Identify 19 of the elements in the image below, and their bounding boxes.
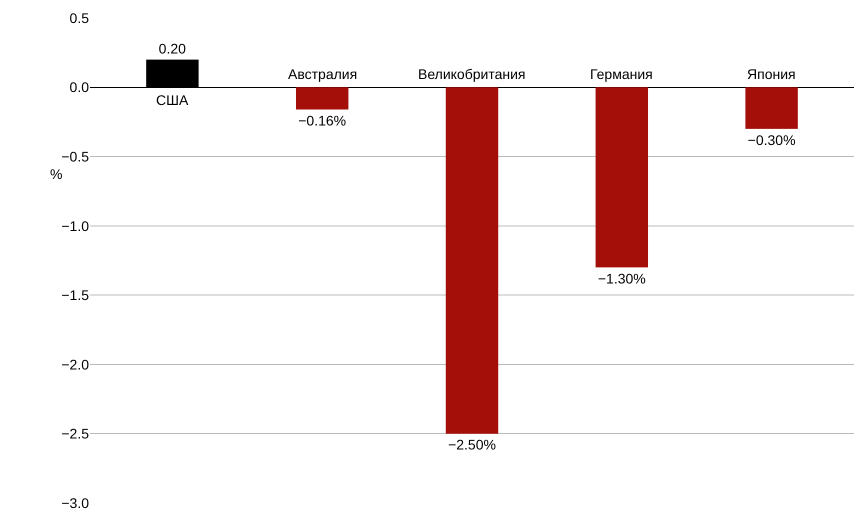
y-axis-title: %: [50, 166, 62, 182]
data-label: −1.30%: [598, 270, 646, 286]
data-label: −0.16%: [298, 112, 346, 128]
y-tick-label: 0.5: [70, 10, 90, 26]
x-tick-label: Япония: [747, 66, 796, 82]
x-tick-label: Германия: [590, 66, 653, 82]
data-label: −0.30%: [748, 132, 796, 148]
y-tick-label: −2.0: [61, 356, 90, 372]
x-tick-label: США: [156, 92, 189, 108]
data-label: −2.50%: [448, 436, 496, 453]
y-tick-label: 0.0: [70, 79, 90, 96]
x-tick-label: Великобритания: [418, 66, 526, 82]
y-tick-label: −0.5: [61, 148, 90, 164]
y-tick-label: −2.5: [61, 426, 90, 442]
y-tick-label: −3.0: [61, 494, 90, 511]
y-tick-label: −1.0: [61, 218, 90, 234]
data-label: 0.20: [158, 40, 186, 57]
x-tick-label: Австралия: [288, 66, 358, 82]
y-tick-label: −1.5: [61, 287, 90, 304]
